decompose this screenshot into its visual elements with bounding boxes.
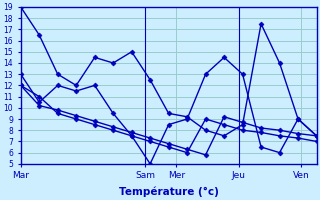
X-axis label: Température (°c): Température (°c) (119, 186, 219, 197)
